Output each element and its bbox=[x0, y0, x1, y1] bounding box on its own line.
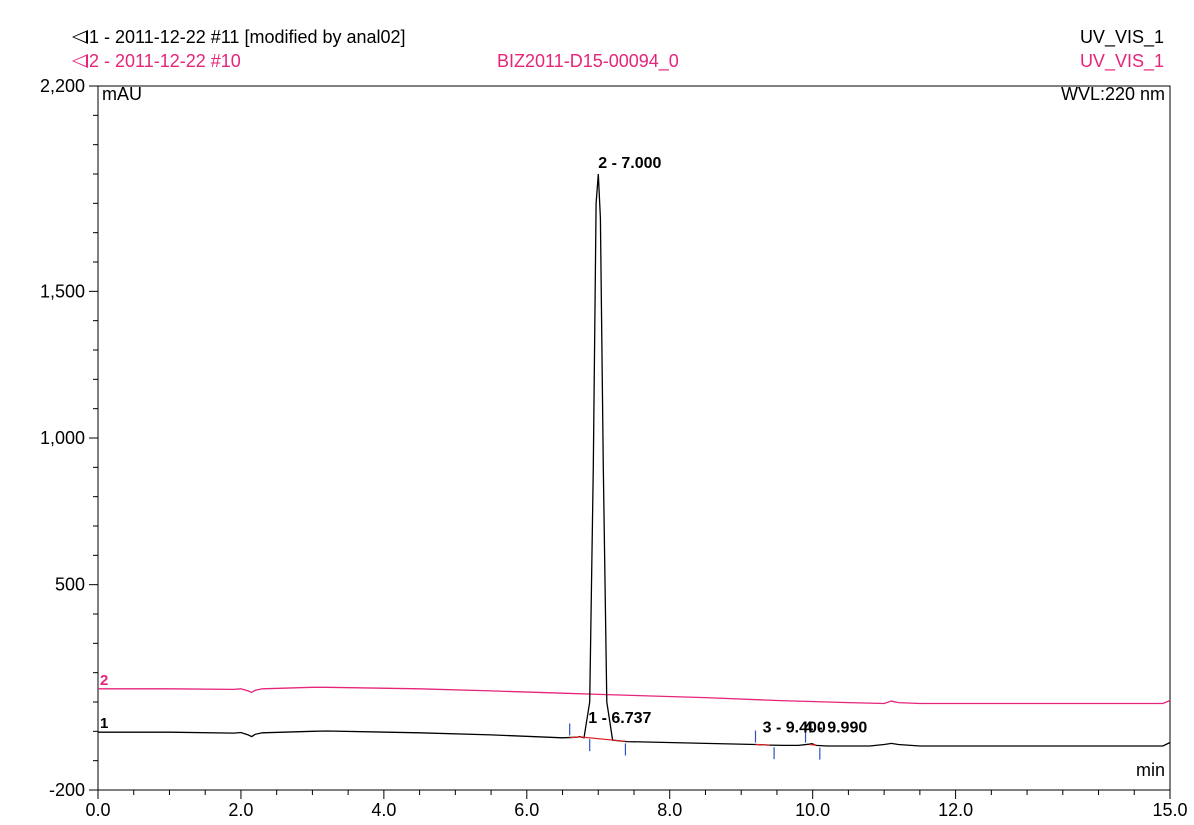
trace2-legend: 2 - 2011-12-22 #10 bbox=[72, 51, 241, 71]
trace1-legend-label: 1 - 2011-12-22 #11 [modified by anal02] bbox=[89, 27, 406, 47]
trace2-legend-label: 2 - 2011-12-22 #10 bbox=[89, 51, 241, 71]
axis-tick-labels: 0.0 2.0 4.0 6.0 8.0 10.0 12.0 15.0 -200 500 1,000 1… bbox=[40, 76, 1188, 820]
y-tick-label: 1,000 bbox=[40, 428, 85, 448]
traces bbox=[98, 173, 1171, 747]
peak-baseline bbox=[809, 743, 817, 746]
peak-label: 4 - 9.990 bbox=[804, 720, 867, 737]
peak-baseline bbox=[569, 736, 580, 739]
peak-baseline bbox=[579, 736, 626, 742]
trace-1-marker: 1 bbox=[100, 715, 108, 732]
peak-label: 3 - 9.400 bbox=[763, 720, 826, 737]
x-tick-label: 10.0 bbox=[795, 800, 830, 820]
x-tick-label: 0.0 bbox=[85, 800, 110, 820]
trace1-legend: 1 - 2011-12-22 #11 [modified by anal02] bbox=[72, 27, 406, 47]
x-tick-label: 12.0 bbox=[938, 800, 973, 820]
y-tick-label: 1,500 bbox=[40, 281, 85, 301]
x-axis-label: min bbox=[1136, 760, 1165, 780]
peak-label: 2 - 7.000 bbox=[598, 155, 661, 172]
y-tick-label: 500 bbox=[55, 575, 85, 595]
trace-2-marker: 2 bbox=[100, 672, 108, 689]
peak-label: 1 - 6.737 bbox=[588, 710, 651, 727]
plot-frame bbox=[97, 85, 1171, 791]
x-tick-label: 4.0 bbox=[371, 800, 396, 820]
trace-2-line bbox=[98, 686, 1171, 705]
trace2-sample: BIZ2011-D15-00094_0 bbox=[497, 51, 679, 71]
triangle-left-icon bbox=[72, 30, 88, 45]
y-tick-label: 2,200 bbox=[40, 76, 85, 96]
trace1-channel: UV_VIS_1 bbox=[1079, 27, 1164, 47]
trace-1-line bbox=[98, 173, 1171, 747]
axis-ticks bbox=[89, 85, 1171, 799]
y-axis-label: mAU bbox=[102, 84, 142, 104]
y-tick-label: -200 bbox=[49, 780, 85, 800]
x-tick-label: 15.0 bbox=[1152, 800, 1187, 820]
trace2-channel: UV_VIS_1 bbox=[1079, 51, 1164, 71]
peak-baseline bbox=[755, 743, 770, 746]
wavelength-label: WVL:220 nm bbox=[1061, 84, 1165, 104]
x-tick-label: 6.0 bbox=[514, 800, 539, 820]
triangle-left-icon bbox=[72, 54, 88, 69]
x-tick-label: 2.0 bbox=[228, 800, 253, 820]
x-tick-label: 8.0 bbox=[657, 800, 682, 820]
